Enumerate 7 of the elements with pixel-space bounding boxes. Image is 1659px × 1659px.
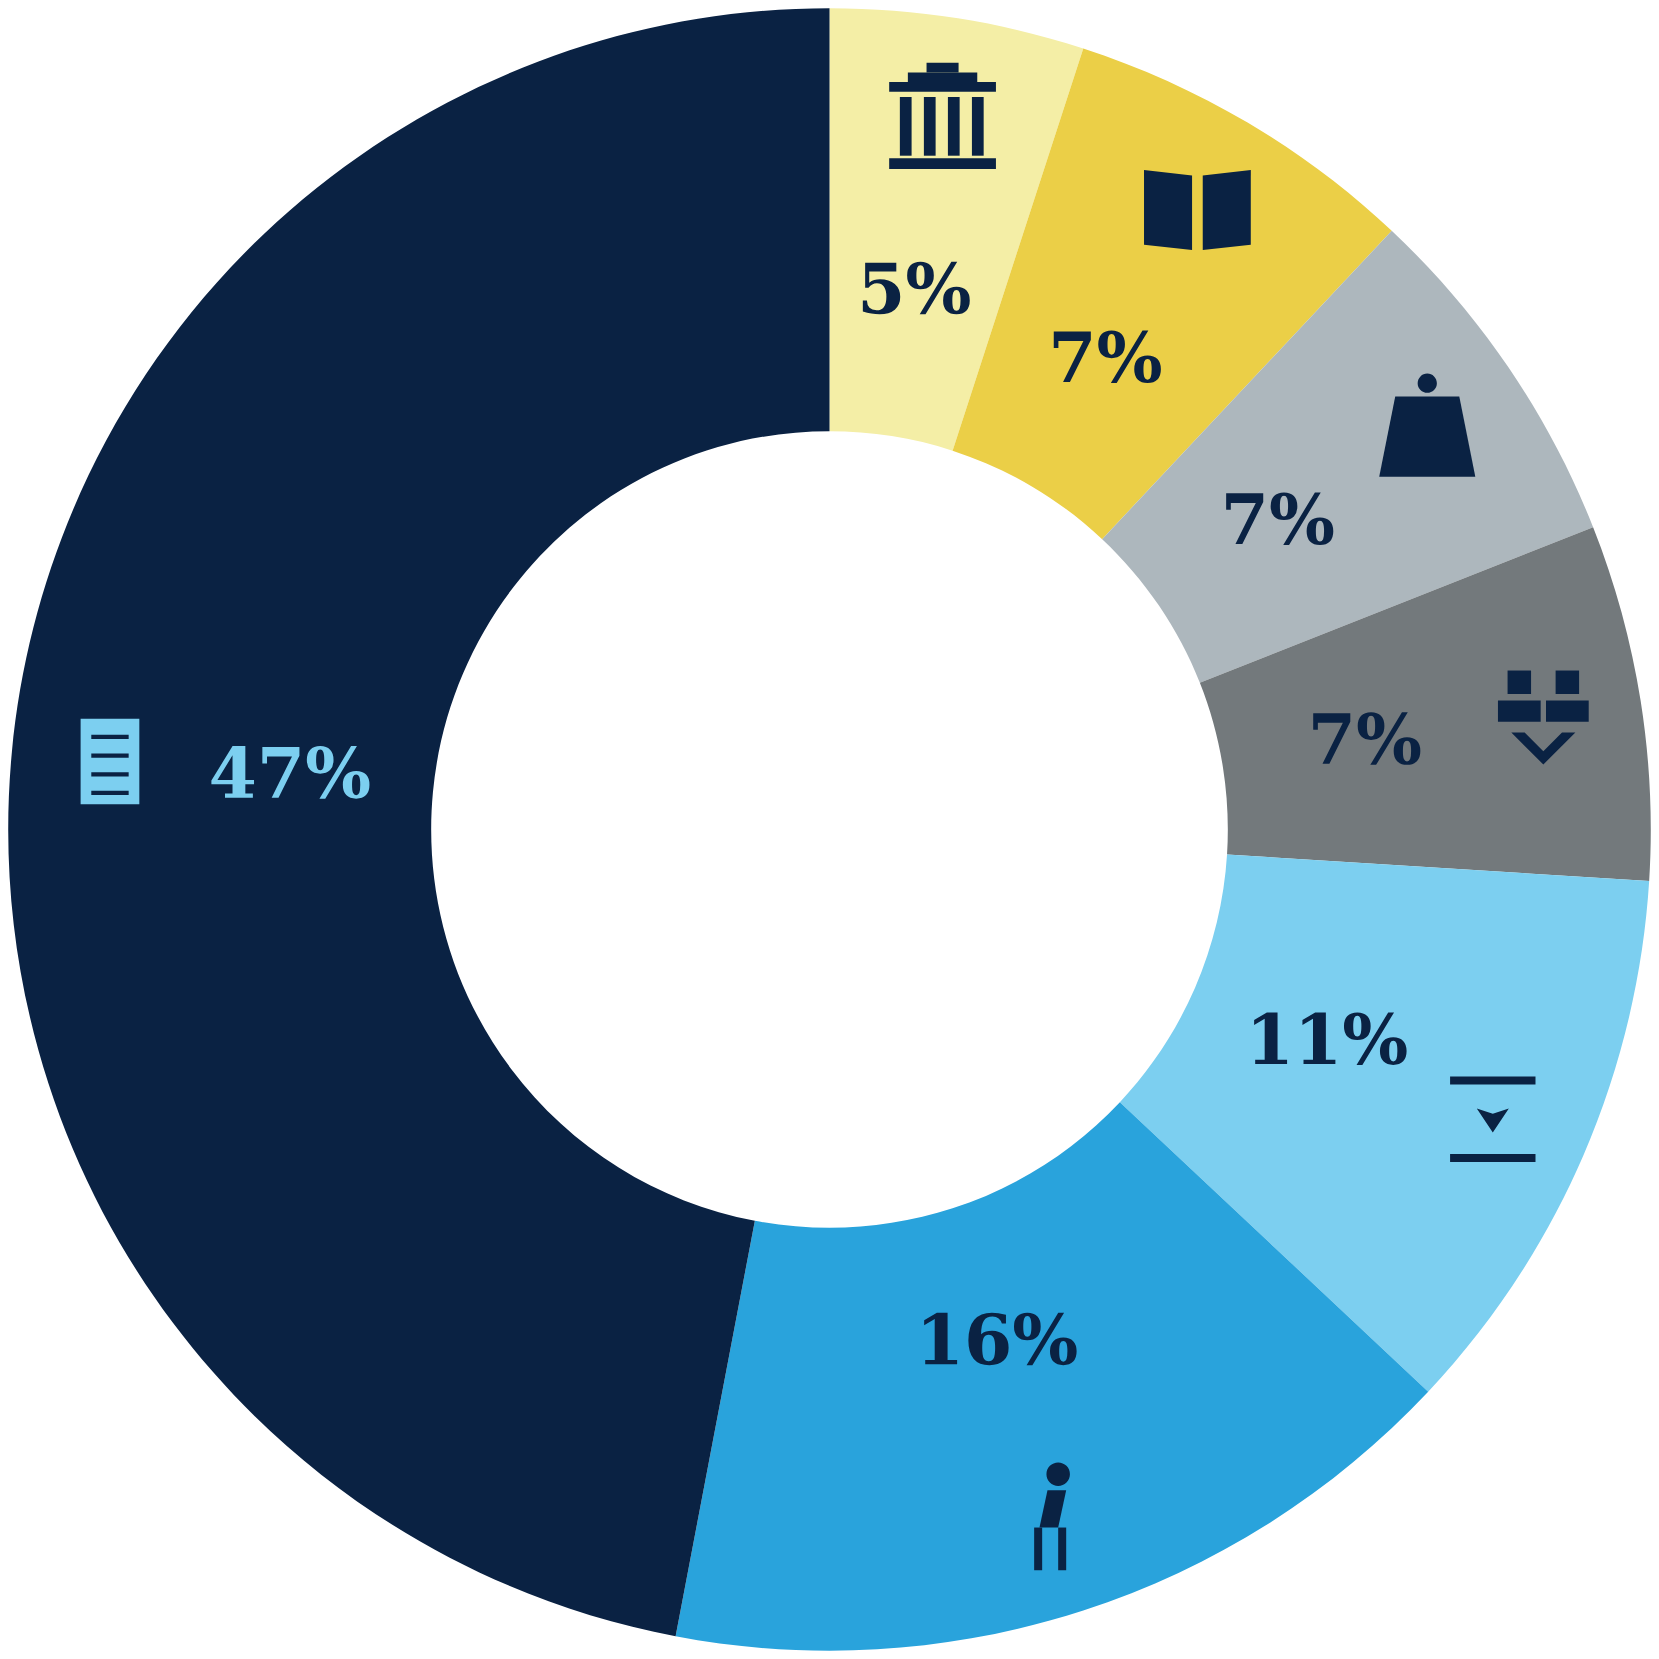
data-label: 7% [1053, 330, 1161, 384]
data-label: 47% [211, 746, 370, 799]
data-label: 16% [924, 1312, 1077, 1366]
data-label: 7% [1226, 492, 1334, 545]
data-label: 11% [1254, 1012, 1407, 1065]
data-label: 5% [862, 261, 970, 315]
data-label: 7% [1313, 712, 1421, 765]
